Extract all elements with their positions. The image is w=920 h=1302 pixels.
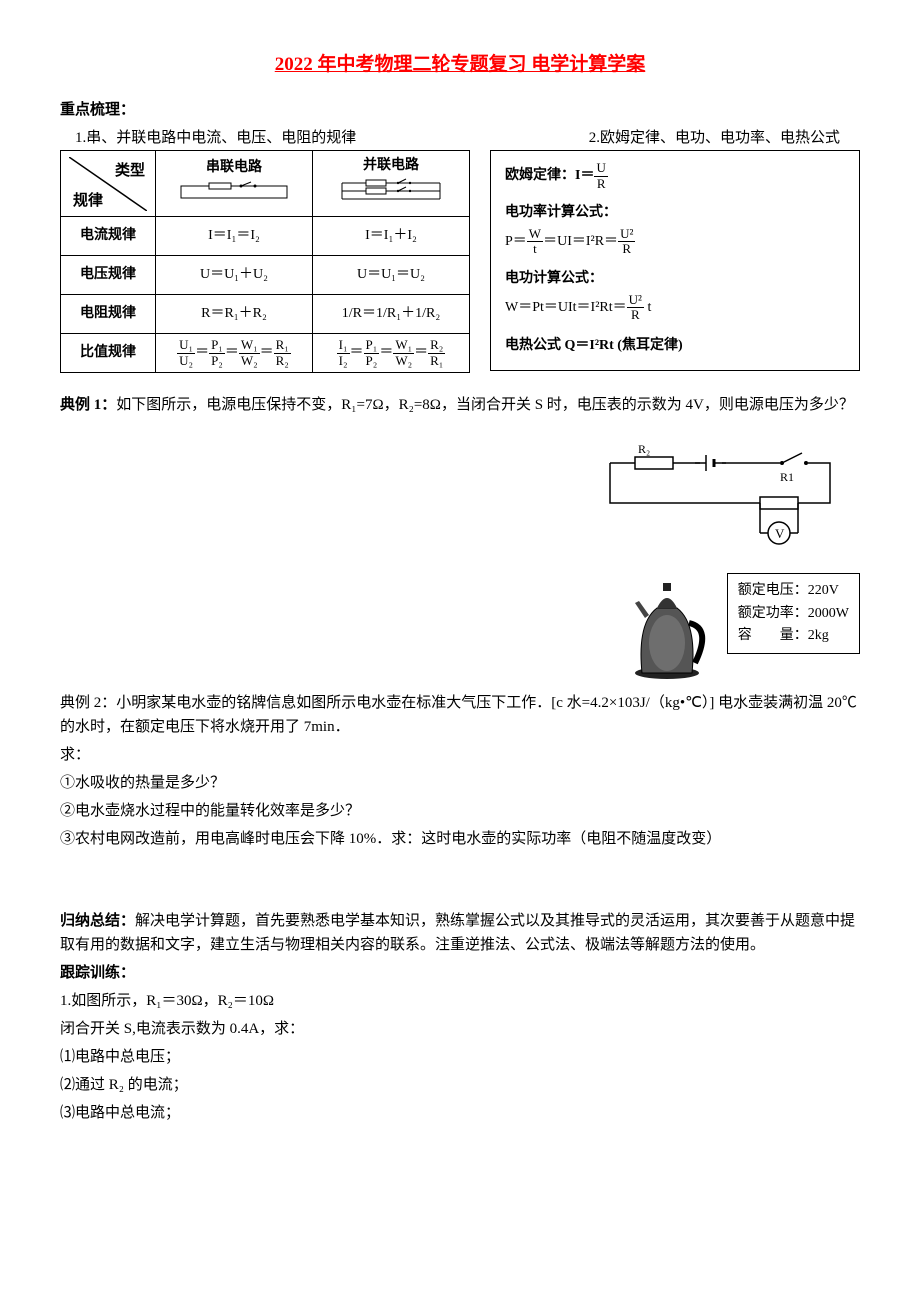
table-row: 电压规律 U＝U₁＋U₂ U＝U₁＝U₂ (61, 256, 470, 295)
practice-label: 跟踪训练： (60, 961, 860, 985)
col-series: 串联电路 (156, 151, 313, 217)
example1-circuit: R₂ R1 V (580, 433, 860, 553)
practice-q1: ⑴电路中总电压； (60, 1045, 860, 1069)
series-circuit-icon (179, 180, 289, 202)
practice-line1: 1.如图所示，R₁＝30Ω，R₂＝10Ω (60, 989, 860, 1013)
example-2-q1: ①水吸收的热量是多少？ (60, 771, 860, 795)
practice-q2: ⑵通过 R₂ 的电流； (60, 1073, 860, 1097)
subheading-1: 1.串、并联电路中电流、电压、电阻的规律 (75, 126, 356, 150)
svg-text:R1: R1 (780, 470, 794, 484)
summary: 归纳总结：解决电学计算题，首先要熟悉电学基本知识，熟练掌握公式以及其推导式的灵活… (60, 909, 860, 957)
diag-bottom-label: 规律 (73, 191, 103, 209)
rules-table: 类型 规律 串联电路 并联电路 (60, 150, 470, 373)
kettle-specs: 额定电压：220V 额定功率：2000W 容 量：2kg (727, 573, 860, 654)
document-title: 2022 年中考物理二轮专题复习 电学计算学案 (60, 50, 860, 80)
kettle-icon (617, 573, 717, 683)
parallel-circuit-icon (336, 178, 446, 204)
rules-row: 类型 规律 串联电路 并联电路 (60, 150, 860, 373)
heading-zhongdian: 重点梳理： (60, 98, 860, 122)
formula-box: 欧姆定律：I＝UR 电功率计算公式： P＝Wt＝UI＝I²R＝U²R 电功计算公… (490, 150, 860, 371)
example-2-line2: 求： (60, 743, 860, 767)
ratio-series: U₁U₂＝P₁P₂＝W₁W₂＝R₁R₂ (156, 334, 313, 373)
table-row: 电流规律 I＝I₁＝I₂ I＝I₁＋I₂ (61, 217, 470, 256)
heat-formula: 电热公式 Q＝I²Rt (焦耳定律) (505, 332, 845, 360)
ratio-parallel: I₁I₂＝P₁P₂＝W₁W₂＝R₂R₁ (313, 334, 470, 373)
work-formula: 电功计算公式： W＝Pt＝UIt＝I²Rt＝U²R t (505, 265, 845, 323)
ohm-law: 欧姆定律：I＝UR (505, 161, 845, 191)
svg-text:R₂: R₂ (638, 442, 650, 456)
practice-q3: ⑶电路中总电流； (60, 1101, 860, 1125)
example-2-q3: ③农村电网改造前，用电高峰时电压会下降 10%．求：这时电水壶的实际功率（电阻不… (60, 827, 860, 851)
kettle-figure: 额定电压：220V 额定功率：2000W 容 量：2kg (60, 573, 860, 683)
subheading-2: 2.欧姆定律、电功、电功率、电热公式 (589, 126, 840, 150)
example-2-q2: ②电水壶烧水过程中的能量转化效率是多少？ (60, 799, 860, 823)
col-parallel: 并联电路 (313, 151, 470, 217)
diag-top-label: 类型 (115, 161, 145, 179)
svg-text:V: V (775, 526, 785, 541)
example-2-line1: 典例 2：小明家某电水壶的铭牌信息如图所示电水壶在标准大气压下工作．[c 水=4… (60, 691, 860, 739)
table-row: 电阻规律 R＝R₁＋R₂ 1/R＝1/R₁＋1/R₂ (61, 295, 470, 334)
power-formula: 电功率计算公式： P＝Wt＝UI＝I²R＝U²R (505, 199, 845, 257)
example-1: 典例 1：如下图所示，电源电压保持不变，R₁=7Ω，R₂=8Ω，当闭合开关 S … (60, 393, 860, 417)
practice-line2: 闭合开关 S,电流表示数为 0.4A，求： (60, 1017, 860, 1041)
table-row-ratio: 比值规律 U₁U₂＝P₁P₂＝W₁W₂＝R₁R₂ I₁I₂＝P₁P₂＝W₁W₂＝… (61, 334, 470, 373)
diag-header-cell: 类型 规律 (61, 151, 156, 217)
